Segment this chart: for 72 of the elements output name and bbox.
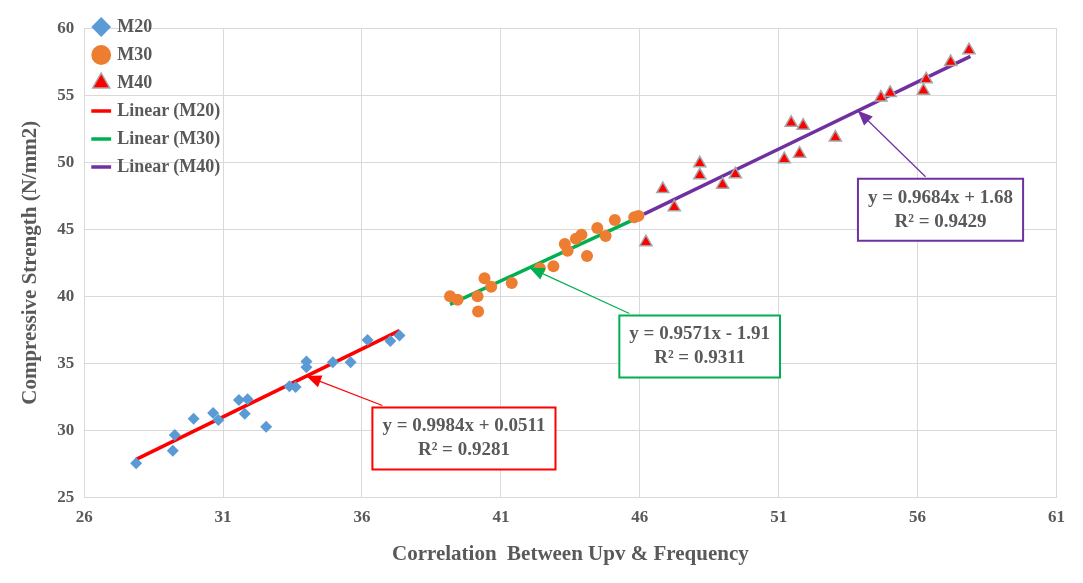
point: [485, 280, 498, 293]
point: [478, 272, 491, 285]
annotation: y = 0.9571x - 1.91 R² = 0.9311: [629, 322, 770, 368]
point: [232, 393, 245, 406]
point: [639, 234, 653, 247]
x-tick-label: 61: [1048, 506, 1065, 526]
point: [796, 117, 810, 130]
point: [692, 167, 707, 180]
x-tick-label: 41: [492, 506, 510, 526]
point: [187, 412, 200, 425]
y-tick-label: 25: [57, 486, 75, 506]
annotation: y = 0.9984x + 0.0511 R² = 0.9281: [382, 414, 546, 460]
point: [919, 71, 934, 84]
point: [581, 250, 594, 263]
y-tick-label: 40: [57, 285, 75, 305]
point: [130, 457, 143, 470]
point: [561, 244, 574, 257]
point: [792, 145, 807, 158]
point: [667, 199, 682, 212]
y-tick-label: 60: [57, 17, 75, 37]
point: [547, 260, 560, 273]
point: [943, 54, 958, 67]
legend-label: M30: [117, 43, 153, 64]
point: [874, 89, 888, 102]
x-tick-label: 36: [353, 506, 371, 526]
x-tick-label: 51: [770, 506, 788, 526]
y-tick-label: 50: [57, 151, 75, 171]
point: [608, 213, 621, 226]
point: [451, 293, 464, 306]
point: [784, 115, 799, 128]
legend-label: M40: [117, 71, 153, 92]
point: [207, 406, 220, 419]
y-tick-label: 55: [57, 84, 75, 104]
point: [656, 181, 670, 194]
point: [168, 428, 181, 441]
point: [575, 228, 588, 241]
legend-label: Linear (M40): [117, 155, 221, 177]
point: [471, 290, 484, 303]
point: [505, 276, 518, 289]
legend-label: Linear (M20): [117, 99, 221, 121]
point: [166, 444, 179, 457]
x-tick-label: 26: [75, 506, 93, 526]
point: [326, 356, 339, 369]
point: [599, 229, 612, 242]
point: [715, 176, 730, 189]
legend-label: M20: [117, 15, 153, 36]
point: [361, 333, 374, 346]
point: [384, 334, 397, 347]
point: [393, 329, 406, 342]
y-axis-title: Compressive Strength (N/mm2): [17, 120, 42, 405]
x-tick-label: 46: [631, 506, 649, 526]
point: [238, 407, 251, 420]
x-tick-label: 31: [214, 506, 232, 526]
y-tick-label: 45: [57, 218, 75, 238]
y-tick-label: 35: [57, 352, 75, 372]
legend-label: Linear (M30): [117, 127, 221, 149]
y-tick-label: 30: [57, 419, 75, 439]
point: [883, 85, 897, 98]
point: [692, 155, 707, 168]
point: [260, 420, 273, 433]
point: [828, 129, 843, 142]
x-axis-title: Correlation Between Upv & Frequency: [391, 540, 750, 565]
point: [591, 221, 604, 234]
point: [777, 151, 792, 164]
point: [472, 305, 485, 318]
annotation: y = 0.9684x + 1.68 R² = 0.9429: [867, 185, 1014, 231]
point: [916, 82, 931, 95]
point: [962, 42, 976, 55]
x-tick-label: 56: [909, 506, 927, 526]
point: [212, 413, 225, 426]
point: [728, 166, 743, 179]
point: [344, 356, 357, 369]
